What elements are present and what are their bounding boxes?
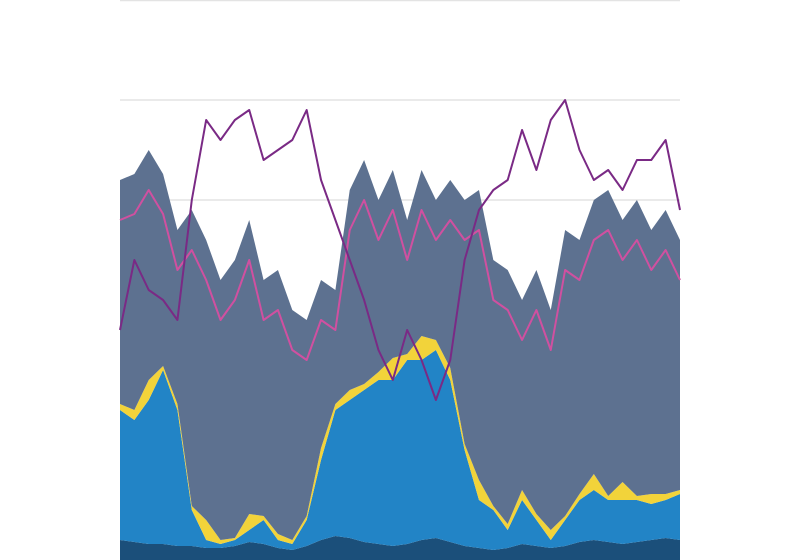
line	[119, 189, 681, 361]
area	[120, 350, 680, 550]
area	[120, 536, 680, 560]
area	[120, 150, 680, 540]
line	[119, 99, 681, 401]
